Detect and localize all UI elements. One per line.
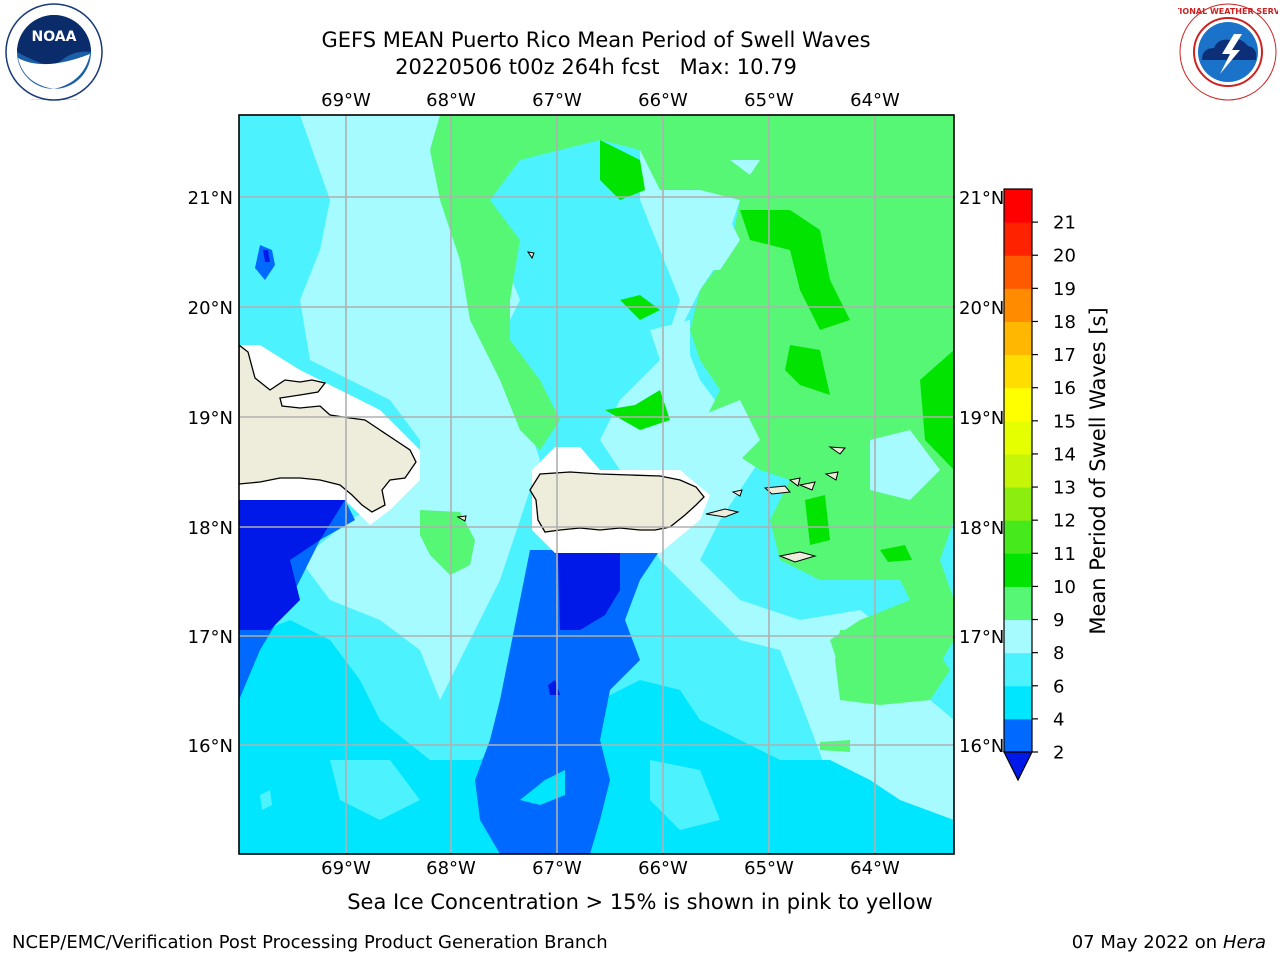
colorbar-tick-label: 20 <box>1053 246 1076 267</box>
lat-label-right: 16°N <box>959 736 1004 757</box>
colorbar-segment <box>1004 619 1032 654</box>
land-hispaniola <box>239 344 417 513</box>
lat-label-right: 19°N <box>959 408 1004 429</box>
colorbar-segment <box>1004 586 1032 621</box>
colorbar-frame <box>1003 188 1033 753</box>
lat-label-left: 19°N <box>188 408 233 429</box>
colorbar-segment <box>1004 685 1032 720</box>
colorbar-tick-label: 12 <box>1053 511 1076 532</box>
colorbar-label: Mean Period of Swell Waves [s] <box>1086 307 1110 634</box>
lon-label-bottom: 65°W <box>744 858 794 879</box>
lon-label-bottom: 69°W <box>321 858 371 879</box>
colorbar-segment <box>1004 553 1032 587</box>
lat-label-left: 17°N <box>188 627 233 648</box>
lon-label-bottom: 68°W <box>426 858 476 879</box>
colorbar-tick-label: 10 <box>1053 577 1076 598</box>
colorbar-tick-label: 9 <box>1053 610 1064 631</box>
run-date: 07 May 2022 on <box>1071 932 1218 953</box>
colorbar-tick-label: 13 <box>1053 478 1076 499</box>
colorbar-segment <box>1004 718 1032 753</box>
colorbar-tick-label: 21 <box>1053 213 1076 234</box>
colorbar-tick-label: 6 <box>1053 676 1064 697</box>
colorbar-tick-label: 16 <box>1053 378 1076 399</box>
colorbar-tick-label: 15 <box>1053 411 1076 432</box>
sea-ice-note: Sea Ice Concentration > 15% is shown in … <box>347 890 933 914</box>
field-band-below-2 <box>239 500 345 630</box>
title-line-2: 20220506 t00z 264h fcst Max: 10.79 <box>395 55 797 79</box>
colorbar-segment <box>1004 354 1032 389</box>
colorbar-tick-label: 8 <box>1053 643 1064 664</box>
title-line-1: GEFS MEAN Puerto Rico Mean Period of Swe… <box>321 28 871 52</box>
colorbar-segment <box>1004 387 1032 422</box>
lat-label-right: 17°N <box>959 627 1004 648</box>
colorbar-segment <box>1004 255 1032 289</box>
lat-label-left: 20°N <box>188 298 233 319</box>
colorbar-extend-arrow <box>1003 751 1033 782</box>
colorbar-tick-label: 14 <box>1053 444 1076 465</box>
colorbar-tick-label: 4 <box>1053 709 1064 730</box>
lon-label-top: 64°W <box>850 90 900 111</box>
lon-label-bottom: 64°W <box>850 858 900 879</box>
field-band-2-4-south <box>475 550 660 854</box>
colorbar: 2 4 6 8 9 10 11 12 13 14 15 16 17 18 19 20 21 <box>1003 188 1076 782</box>
lon-label-top: 67°W <box>532 90 582 111</box>
noaa-ring-text: NATIONAL OCEANIC AND ATMOSPHERIC ADMINIS… <box>31 98 78 101</box>
colorbar-tick-label: 19 <box>1053 279 1076 300</box>
lat-label-right: 18°N <box>959 518 1004 539</box>
lon-label-top: 69°W <box>321 90 371 111</box>
lon-label-bottom: 66°W <box>638 858 688 879</box>
lat-label-left: 16°N <box>188 736 233 757</box>
credit-line: NCEP/EMC/Verification Post Processing Pr… <box>12 932 608 953</box>
colorbar-tick-label: 11 <box>1053 544 1076 565</box>
lon-label-top: 65°W <box>744 90 794 111</box>
colorbar-segment <box>1004 520 1032 554</box>
colorbar-segment <box>1004 420 1032 455</box>
colorbar-segment <box>1004 453 1032 488</box>
lat-label-left: 21°N <box>188 188 233 209</box>
colorbar-segment <box>1004 189 1032 223</box>
lat-label-right: 20°N <box>959 298 1004 319</box>
nws-ring-text: NATIONAL WEATHER SERVICE <box>1178 7 1278 16</box>
lon-label-top: 66°W <box>638 90 688 111</box>
lat-label-left: 18°N <box>188 518 233 539</box>
colorbar-segment <box>1004 321 1032 356</box>
lat-label-right: 21°N <box>959 188 1004 209</box>
lon-label-bottom: 67°W <box>532 858 582 879</box>
colorbar-segment <box>1004 288 1032 322</box>
graticule <box>239 115 954 854</box>
colorbar-tick-label: 17 <box>1053 345 1076 366</box>
machine-name: Hera <box>1222 932 1266 953</box>
wave-period-field <box>239 115 954 854</box>
colorbar-segment <box>1004 487 1032 521</box>
noaa-logo-text: NOAA <box>32 29 77 45</box>
colorbar-segment <box>1004 652 1032 687</box>
colorbar-tick-label: 2 <box>1053 743 1064 764</box>
noaa-logo: NOAA NATIONAL OCEANIC AND ATMOSPHERIC AD… <box>5 3 103 101</box>
map-frame <box>238 114 955 855</box>
nws-logo: NATIONAL WEATHER SERVICE <box>1178 3 1278 101</box>
run-date-line: 07 May 2022 on Hera <box>1072 932 1266 953</box>
lon-label-top: 68°W <box>426 90 476 111</box>
colorbar-tick-label: 18 <box>1053 312 1076 333</box>
colorbar-segment <box>1004 222 1032 256</box>
